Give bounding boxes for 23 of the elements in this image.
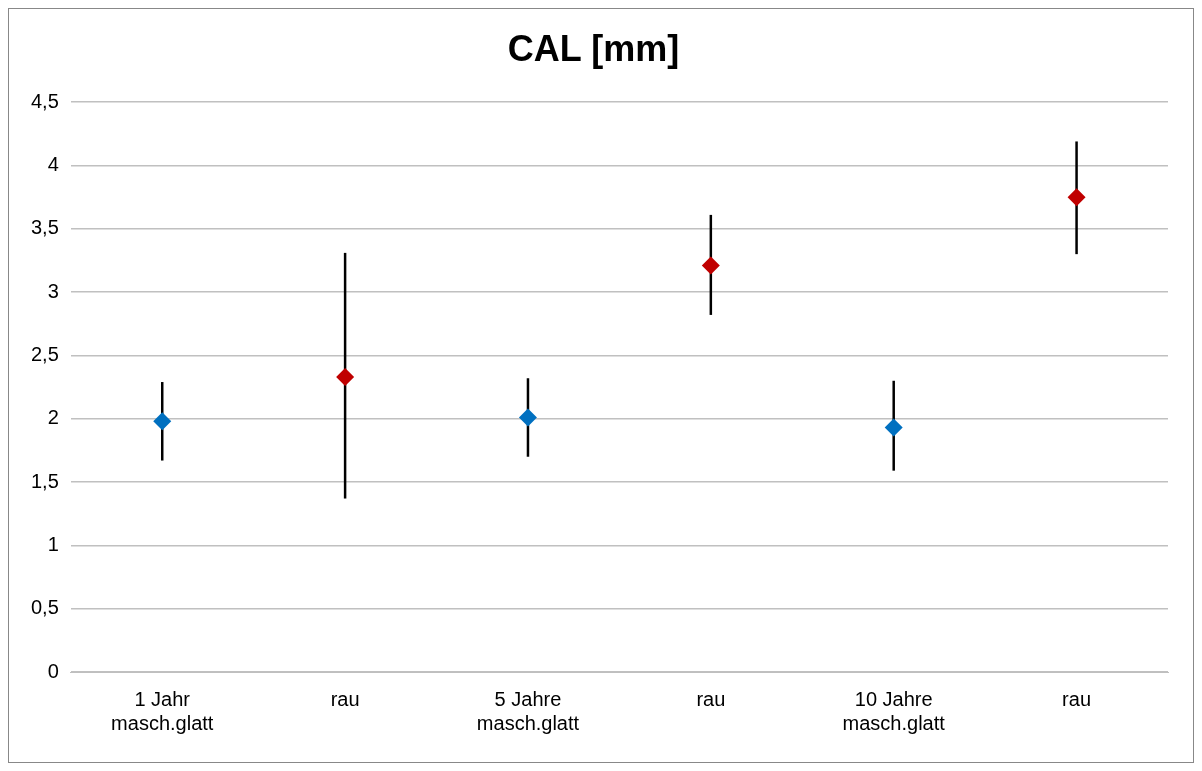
point (336, 367, 355, 386)
x-tick-label: 1 Jahr masch.glatt (111, 687, 214, 734)
y-tick-label: 0,5 (30, 596, 59, 619)
x-tick-label: rau (1062, 687, 1092, 710)
point (153, 412, 172, 431)
y-tick-label: 2,5 (30, 342, 59, 365)
point (1067, 188, 1086, 207)
x-tick-label: rau (696, 687, 726, 710)
y-tick-label: 4 (47, 153, 59, 176)
y-tick-label: 4,5 (30, 89, 59, 112)
y-tick-label: 2 (47, 406, 59, 429)
x-tick-label: rau (330, 687, 360, 710)
y-tick-label: 1 (47, 532, 59, 555)
point (518, 408, 537, 427)
y-tick-label: 1,5 (30, 469, 59, 492)
point (701, 256, 720, 275)
point (884, 418, 903, 437)
x-tick-label: 10 Jahre masch.glatt (842, 687, 946, 734)
y-tick-label: 0 (47, 659, 59, 682)
x-tick-label: 5 Jahre masch.glatt (476, 687, 580, 734)
y-tick-label: 3 (47, 279, 59, 302)
y-tick-label: 3,5 (30, 216, 59, 239)
chart-title: CAL [mm] (507, 27, 680, 69)
